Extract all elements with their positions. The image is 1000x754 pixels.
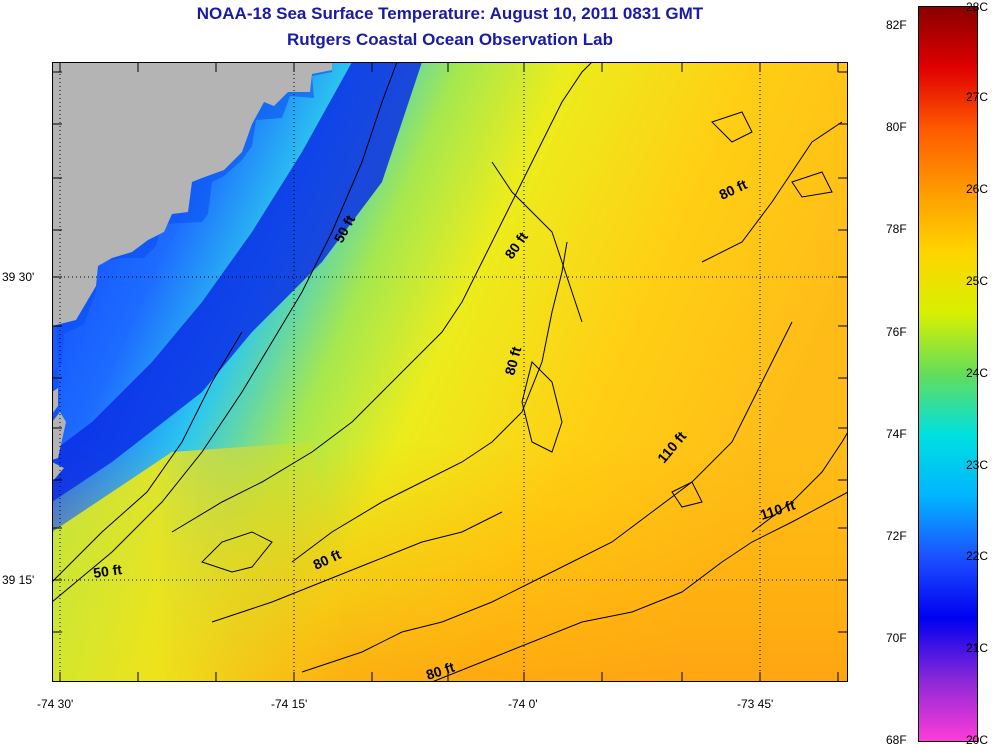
longitude-label: -74 15': [271, 697, 308, 711]
colorbar-fahrenheit-label: 78F: [886, 222, 907, 236]
latitude-label: 39 30': [2, 270, 35, 284]
graticule: [52, 62, 848, 682]
colorbar-celsius-label: 26C: [966, 182, 989, 196]
sst-map-canvas: 50 ft 50 ft 80 ft 80 ft 80 ft 80 ft 80 f…: [51, 61, 849, 683]
colorbar-fahrenheit-label: 82F: [886, 18, 907, 32]
map-title: NOAA-18 Sea Surface Temperature: August …: [196, 4, 704, 23]
colorbar-fahrenheit-label: 74F: [886, 427, 907, 441]
colorbar-celsius-label: 21C: [966, 641, 989, 655]
depth-label: 50 ft: [92, 561, 123, 581]
depth-contours: [51, 61, 849, 683]
colorbar-celsius-label: 27C: [966, 90, 989, 104]
new-jersey-coast-land: [52, 62, 332, 414]
map-subtitle: Rutgers Coastal Ocean Observation Lab: [287, 30, 613, 49]
longitude-label: -74 30': [37, 697, 74, 711]
latitude-label: 39 15': [2, 573, 35, 587]
longitude-label: -73 45': [737, 697, 774, 711]
colorbar-fahrenheit-label: 72F: [886, 529, 907, 543]
frame-ticks: [52, 62, 848, 682]
colorbar-celsius-label: 28C: [966, 0, 989, 14]
colorbar-fahrenheit-label: 68F: [886, 733, 907, 747]
map-border: [52, 62, 848, 682]
temperature-colorbar: [918, 6, 978, 742]
colorbar-celsius-label: 23C: [966, 458, 989, 472]
depth-label: 80 ft: [501, 345, 524, 377]
colorbar-fahrenheit-label: 76F: [886, 325, 907, 339]
colorbar-celsius-label: 22C: [966, 549, 989, 563]
colorbar-fahrenheit-label: 70F: [886, 631, 907, 645]
sst-map: 50 ft 50 ft 80 ft 80 ft 80 ft 80 ft 80 f…: [51, 61, 849, 683]
colorbar-fahrenheit-label: 80F: [886, 120, 907, 134]
coastal-land-fragment: [52, 412, 66, 482]
colorbar-celsius-label: 20C: [966, 733, 989, 747]
longitude-label: -74 0': [508, 697, 538, 711]
cold-upwelling-band: [52, 62, 422, 502]
colorbar-celsius-label: 25C: [966, 274, 989, 288]
colorbar-celsius-label: 24C: [966, 366, 989, 380]
